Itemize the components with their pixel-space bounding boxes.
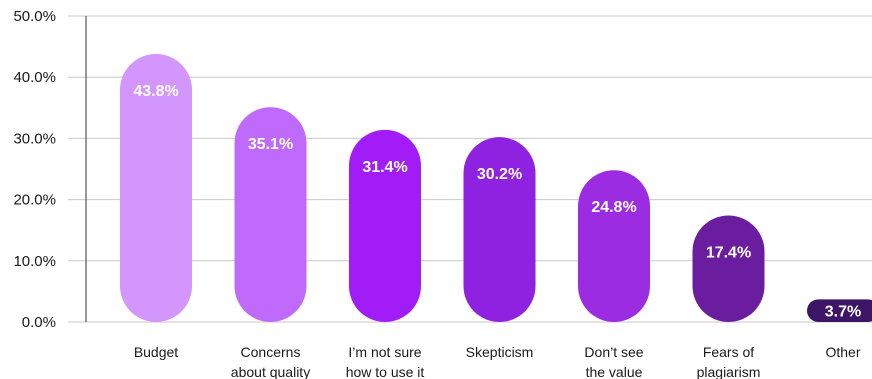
y-tick-label: 30.0% (13, 130, 56, 147)
category-label: Fears of (703, 344, 754, 360)
bar (692, 215, 765, 322)
bar (349, 129, 421, 322)
data-labels: 43.8% 35.1% 31.4% 30.2% 24.8% 17.4% 3.7% (133, 83, 861, 321)
bar (578, 170, 650, 322)
data-label: 35.1% (248, 136, 293, 153)
data-label: 31.4% (362, 159, 407, 176)
category-label: how to use it (346, 364, 425, 379)
data-label: 30.2% (477, 166, 522, 183)
data-label: 24.8% (591, 199, 636, 216)
category-label: plagiarism (697, 364, 761, 379)
category-label: Don’t see (584, 344, 643, 360)
data-label: 43.8% (133, 83, 178, 100)
y-tick-label: 20.0% (13, 192, 56, 209)
x-axis-category-labels: Budget Concerns about quality I’m not sure h… (134, 344, 861, 379)
y-axis-tick-labels: 0.0% 10.0% 20.0% 30.0% 40.0% 50.0% (13, 8, 56, 331)
category-label: Other (825, 344, 860, 360)
y-tick-label: 50.0% (13, 8, 56, 25)
bar (807, 299, 872, 322)
y-tick-label: 40.0% (13, 69, 56, 86)
category-label: Budget (134, 344, 178, 360)
data-label: 17.4% (706, 245, 751, 262)
bar (120, 53, 192, 322)
category-label: I’m not sure (348, 344, 421, 360)
data-label: 3.7% (825, 304, 861, 321)
category-label: the value (586, 364, 643, 379)
bar (234, 107, 307, 322)
bar (463, 137, 536, 322)
category-label: Concerns (241, 344, 301, 360)
bars (120, 53, 872, 322)
y-tick-label: 10.0% (13, 253, 56, 270)
y-tick-label: 0.0% (22, 314, 56, 331)
category-label: Skepticism (466, 344, 534, 360)
category-label: about quality (231, 364, 310, 379)
